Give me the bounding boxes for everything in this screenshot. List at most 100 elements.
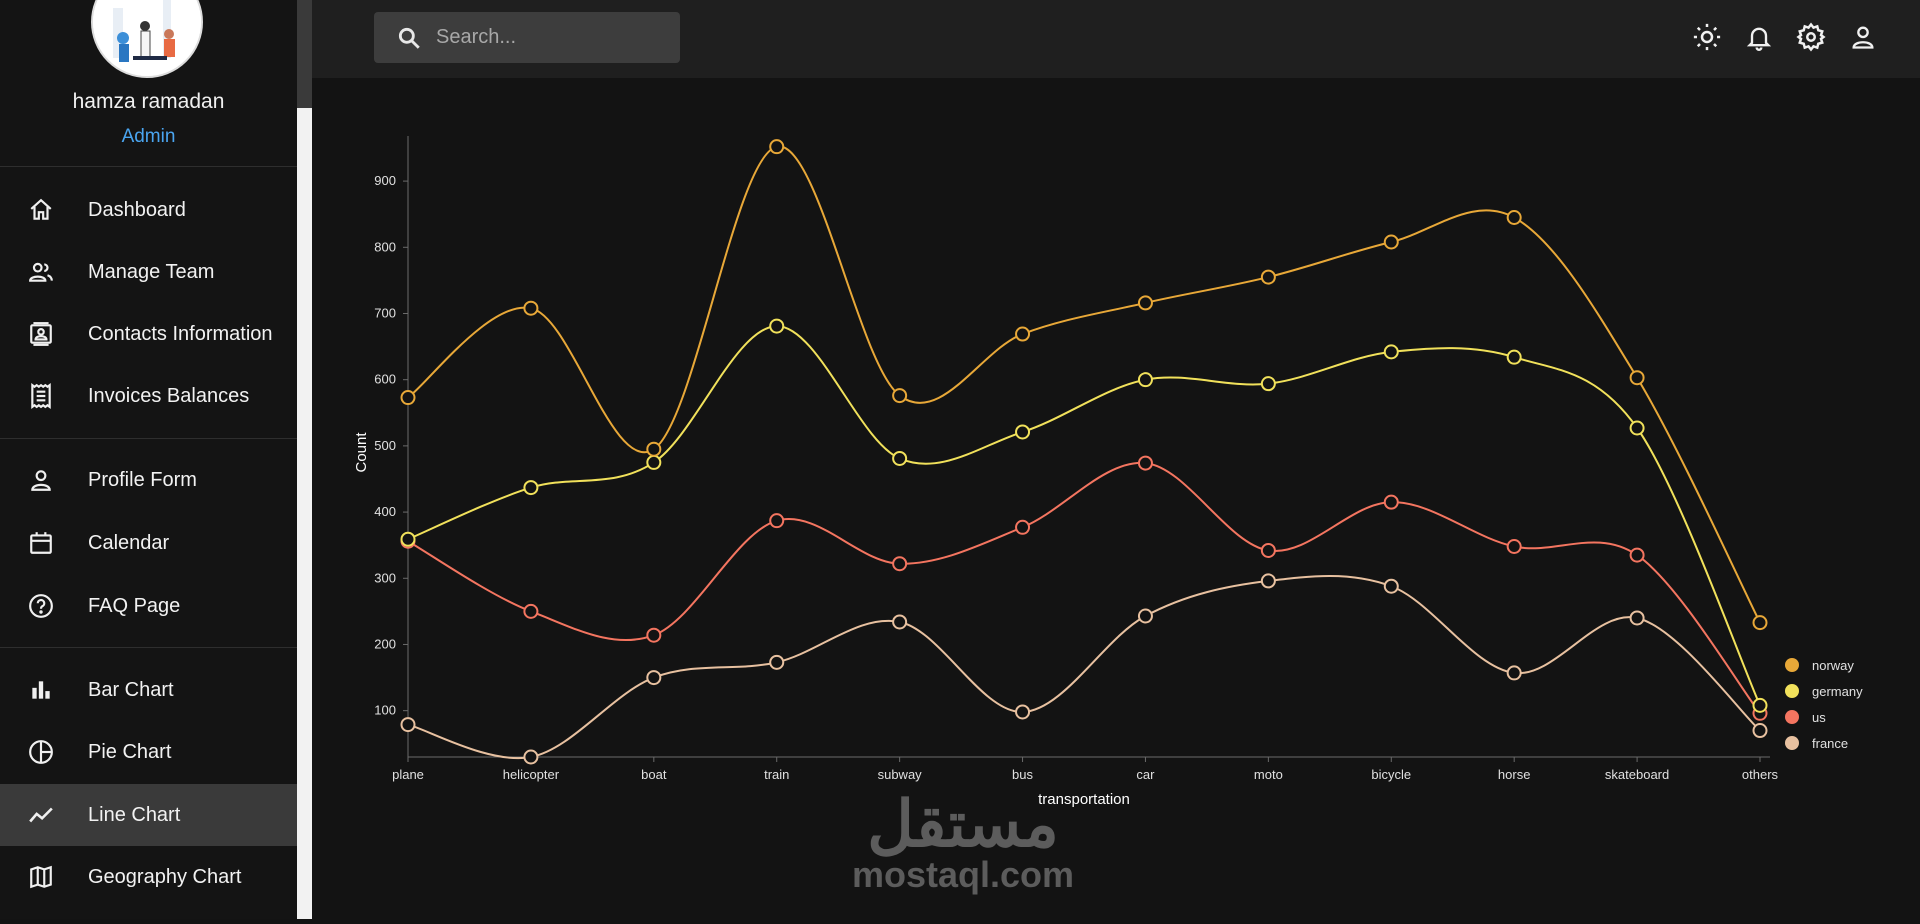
search-input[interactable] [434, 25, 668, 50]
sidebar-item-invoices[interactable]: Invoices Balances [0, 365, 297, 427]
avatar-illustration [93, 0, 201, 76]
legend-item-germany[interactable]: germany [1785, 684, 1863, 699]
y-tick-label: 300 [374, 570, 396, 585]
notifications-icon[interactable] [1743, 21, 1775, 53]
sidebar-item-faq[interactable]: FAQ Page [0, 575, 297, 637]
data-point-germany [523, 480, 539, 496]
chart-points [400, 139, 1768, 765]
data-point-france [1752, 723, 1768, 739]
legend-item-us[interactable]: us [1785, 710, 1826, 725]
data-point-us [892, 556, 908, 572]
legend-item-norway[interactable]: norway [1785, 658, 1854, 673]
data-point-norway [400, 390, 416, 406]
sidebar-item-label: Calendar [88, 531, 170, 554]
legend-item-france[interactable]: france [1785, 736, 1848, 751]
contacts-icon [27, 320, 55, 348]
sidebar-item-contacts[interactable]: Contacts Information [0, 303, 297, 365]
data-point-germany [646, 454, 662, 470]
sidebar-item-label: Dashboard [88, 198, 186, 221]
map-icon [27, 863, 55, 891]
sidebar-item-pie-chart[interactable]: Pie Chart [0, 721, 297, 783]
user-role: Admin [121, 126, 176, 147]
search-icon[interactable] [396, 25, 422, 51]
data-point-norway [892, 388, 908, 404]
line-chart-icon [27, 801, 55, 829]
series-line-us [407, 462, 1761, 714]
sidebar-item-calendar[interactable]: Calendar [0, 512, 297, 574]
data-point-norway [1383, 234, 1399, 250]
sidebar-item-dashboard[interactable]: Dashboard [0, 179, 297, 241]
data-point-france [1260, 573, 1276, 589]
sidebar-item-geography-chart[interactable]: Geography Chart [0, 846, 297, 908]
person-icon [27, 466, 55, 494]
legend-swatch [1785, 736, 1799, 750]
light-mode-icon[interactable] [1691, 21, 1723, 53]
data-point-france [1015, 704, 1031, 720]
chart-legend[interactable]: norway germany us france [1785, 658, 1863, 751]
sidebar-item-label: Bar Chart [88, 678, 174, 701]
sidebar-item-manage-team[interactable]: Manage Team [0, 241, 297, 303]
sidebar-item-label: Contacts Information [88, 322, 273, 345]
data-point-us [1506, 538, 1522, 554]
line-chart-panel: 100 200 300 400 500 600 700 800 900 plane helicopt… [312, 78, 1920, 919]
sidebar-scrollbar-thumb[interactable] [297, 0, 312, 108]
data-point-france [1137, 608, 1153, 624]
x-tick-label: subway [878, 767, 923, 782]
sidebar-divider [0, 438, 297, 439]
legend-swatch [1785, 684, 1799, 698]
y-axis-label: Count [353, 432, 370, 473]
sidebar-item-label: Profile Form [88, 468, 197, 491]
data-point-us [646, 627, 662, 643]
data-point-germany [400, 531, 416, 547]
sidebar: hamza ramadan Admin Dashboard Manage Tea… [0, 0, 297, 919]
data-point-norway [1629, 370, 1645, 386]
sidebar-item-bar-chart[interactable]: Bar Chart [0, 659, 297, 721]
data-point-germany [769, 318, 785, 334]
data-point-germany [1260, 376, 1276, 392]
x-tick-label: train [764, 767, 789, 782]
data-point-germany [892, 450, 908, 466]
sidebar-item-label: Line Chart [88, 803, 181, 826]
line-chart: 100 200 300 400 500 600 700 800 900 plane helicopt… [353, 136, 1863, 808]
data-point-france [400, 717, 416, 733]
avatar [91, 0, 203, 78]
x-tick-label: helicopter [503, 767, 560, 782]
data-point-us [523, 603, 539, 619]
data-point-france [523, 749, 539, 765]
data-point-norway [1015, 326, 1031, 342]
legend-label: norway [1812, 658, 1854, 673]
sidebar-item-label: FAQ Page [88, 594, 181, 617]
settings-icon[interactable] [1795, 21, 1827, 53]
account-icon[interactable] [1847, 21, 1879, 53]
x-tick-label: bus [1012, 767, 1033, 782]
data-point-norway [769, 139, 785, 155]
data-point-germany [1137, 372, 1153, 388]
y-tick-label: 600 [374, 372, 396, 387]
y-tick-label: 800 [374, 239, 396, 254]
data-point-norway [523, 300, 539, 316]
x-tick-label: bicycle [1371, 767, 1411, 782]
series-line-france [407, 574, 1761, 760]
data-point-norway [1752, 615, 1768, 631]
sidebar-scrollbar[interactable] [297, 0, 312, 919]
pie-chart-icon [27, 738, 55, 766]
sidebar-item-profile-form[interactable]: Profile Form [0, 449, 297, 511]
sidebar-item-line-chart[interactable]: Line Chart [0, 784, 297, 846]
data-point-germany [1383, 344, 1399, 360]
legend-label: us [1812, 710, 1826, 725]
data-point-norway [1260, 269, 1276, 285]
data-point-france [1383, 578, 1399, 594]
topbar [312, 0, 1920, 78]
data-point-norway [646, 441, 662, 457]
data-point-france [769, 654, 785, 670]
legend-swatch [1785, 710, 1799, 724]
sidebar-divider [0, 647, 297, 648]
sidebar-item-label: Pie Chart [88, 740, 172, 763]
x-tick-label: others [1742, 767, 1779, 782]
sidebar-divider [0, 166, 297, 167]
people-icon [27, 258, 55, 286]
data-point-france [892, 614, 908, 630]
data-point-france [1629, 610, 1645, 626]
search-box[interactable] [374, 12, 680, 63]
data-point-us [1137, 455, 1153, 471]
